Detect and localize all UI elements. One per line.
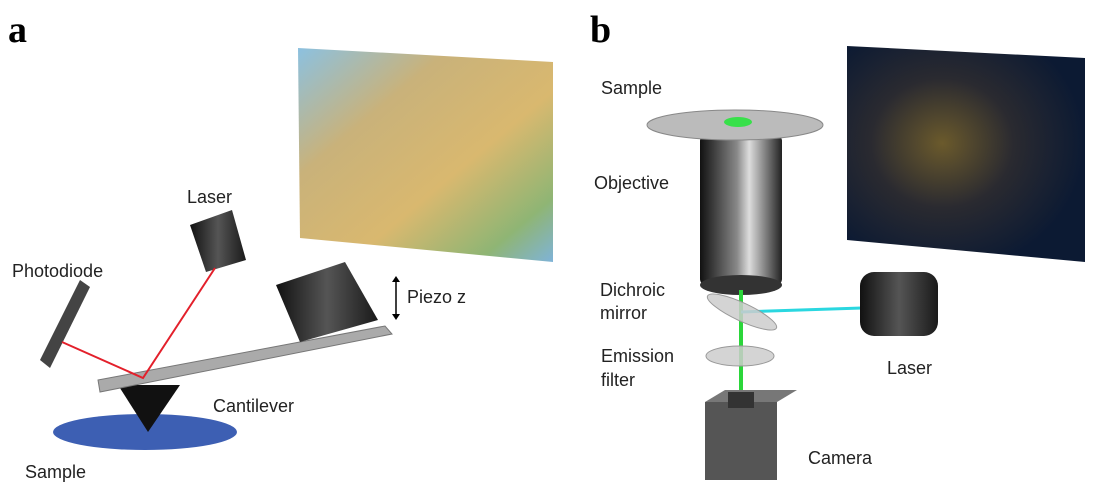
camera-body [705,402,777,480]
label: Camera [808,448,873,468]
arrow-head [392,276,400,282]
label: Laser [187,187,232,207]
label: mirror [600,303,647,323]
label: Objective [594,173,669,193]
label: Cantilever [213,396,294,416]
label: Sample [601,78,662,98]
map-night [847,46,1085,262]
arrow-head [392,314,400,320]
photodiode [40,280,90,368]
figure: a Laser Photodiode Piezo z Cantilever Sa… [0,0,1097,484]
label: Emission [601,346,674,366]
panel-letter: a [8,9,27,51]
sample-glow [724,117,752,127]
label: Piezo z [407,287,466,307]
panel-letter: b [590,9,611,51]
label: Laser [887,358,932,378]
objective [700,135,782,285]
laser-box [860,272,938,336]
label: Dichroic [600,280,665,300]
map-relief [298,48,553,262]
label: Photodiode [12,261,103,281]
label: filter [601,370,635,390]
laser-head [190,210,246,272]
emission-filter [706,346,774,366]
cantilever [98,326,392,392]
camera-sensor [728,392,754,408]
label: Sample [25,462,86,482]
panel-b: b Sample Objective Dichroic mirror Emiss… [590,9,1085,480]
panel-a: a Laser Photodiode Piezo z Cantilever Sa… [8,9,553,482]
